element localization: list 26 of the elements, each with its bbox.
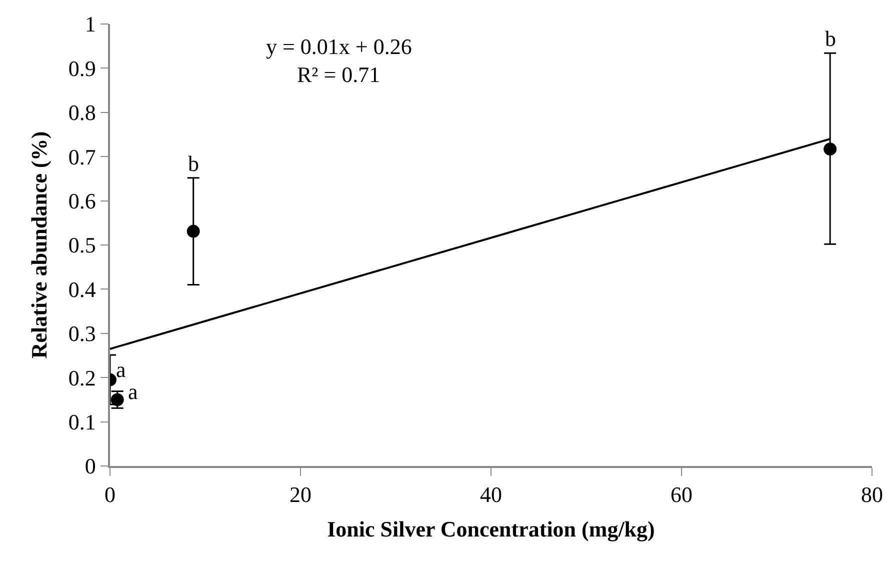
x-tick-label: 0 [104, 482, 116, 508]
y-tick-label: 0.2 [68, 365, 96, 390]
point [824, 142, 837, 156]
annotation: b [825, 26, 836, 51]
y-tick-label: 0.5 [68, 232, 96, 258]
y-tick-label: 0.1 [68, 410, 96, 434]
annotation: a [116, 357, 126, 382]
x-tick-label: 60 [670, 482, 692, 508]
y-tick-label: 0 [84, 454, 96, 479]
annotation: b [188, 151, 199, 176]
y-tick-label: 0.8 [68, 100, 96, 126]
y-tick-label: 0.3 [68, 321, 96, 346]
annotation: a [128, 379, 138, 404]
point [186, 224, 200, 238]
x-tick-label: 80 [861, 482, 883, 508]
x-axis-title: Ionic Silver Concentration (mg/kg) [327, 516, 655, 542]
y-tick-label: 0.4 [68, 276, 96, 302]
y-tick-label: 0.9 [68, 56, 96, 81]
y-tick-label: 0.6 [68, 188, 96, 214]
annotation: y = 0.01x + 0.26 [266, 34, 412, 59]
x-tick-label: 40 [480, 482, 502, 508]
x-tick-label: 20 [290, 482, 312, 508]
y-axis-title: Relative abundance (%) [26, 131, 52, 359]
y-tick-label: 1 [84, 12, 96, 37]
annotation: R² = 0.71 [297, 62, 380, 87]
y-tick-label: 0.7 [68, 144, 96, 170]
